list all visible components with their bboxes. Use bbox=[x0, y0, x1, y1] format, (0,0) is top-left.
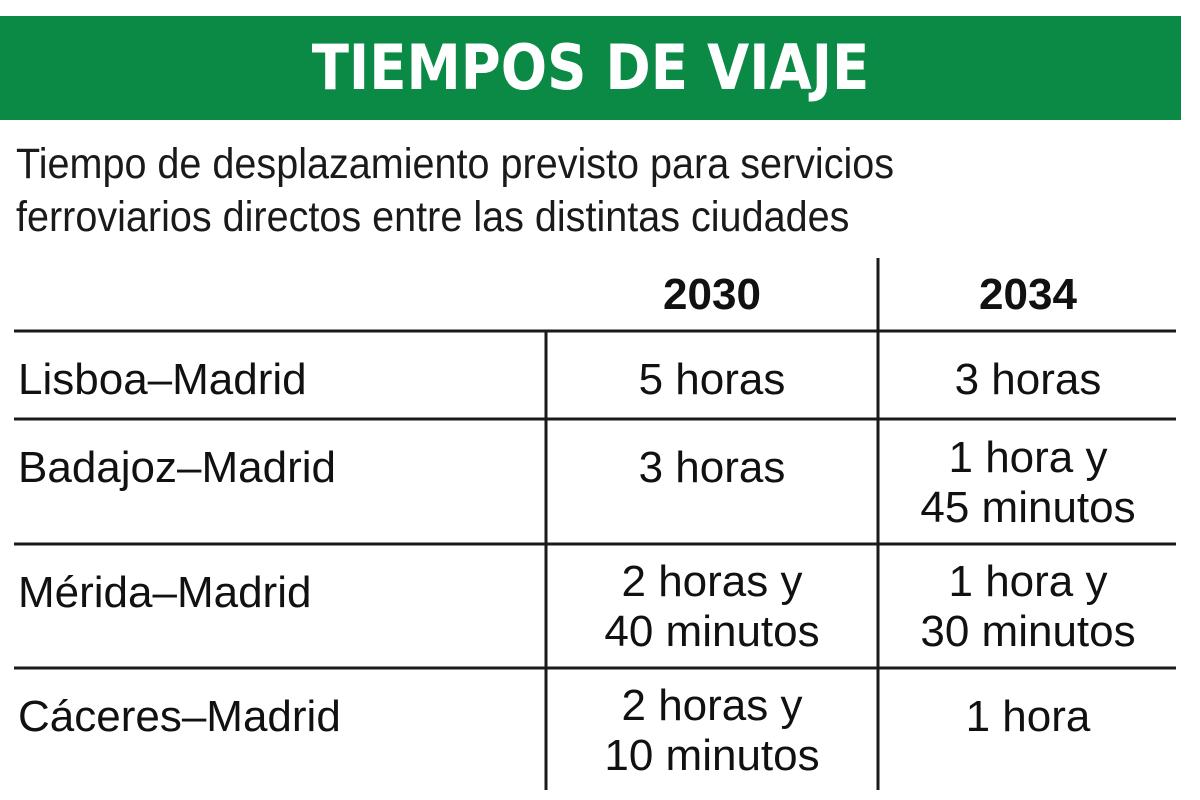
time-2034-merida: 1 hora y 30 minutos bbox=[920, 557, 1136, 656]
route-merida-madrid: Mérida–Madrid bbox=[18, 568, 312, 617]
column-header-2034: 2034 bbox=[979, 270, 1077, 319]
chart-subtitle: Tiempo de desplazamiento previsto para s… bbox=[16, 140, 895, 241]
route-caceres-madrid: Cáceres–Madrid bbox=[18, 692, 341, 741]
route-lisboa-madrid: Lisboa–Madrid bbox=[18, 355, 307, 404]
chart-title: TIEMPOS DE VIAJE bbox=[311, 31, 870, 104]
time-2030-caceres: 2 horas y 10 minutos bbox=[604, 681, 820, 780]
time-2030-merida: 2 horas y 40 minutos bbox=[604, 557, 820, 656]
time-2034-caceres: 1 hora bbox=[965, 692, 1091, 741]
time-2030-badajoz: 3 horas bbox=[638, 443, 786, 492]
time-2034-lisboa: 3 horas bbox=[954, 355, 1102, 404]
time-2030-lisboa: 5 horas bbox=[638, 355, 786, 404]
time-2034-badajoz: 1 hora y 45 minutos bbox=[920, 432, 1136, 532]
column-header-2030: 2030 bbox=[663, 270, 761, 319]
route-badajoz-madrid: Badajoz–Madrid bbox=[18, 443, 336, 492]
title-banner: TIEMPOS DE VIAJE bbox=[0, 16, 1181, 120]
